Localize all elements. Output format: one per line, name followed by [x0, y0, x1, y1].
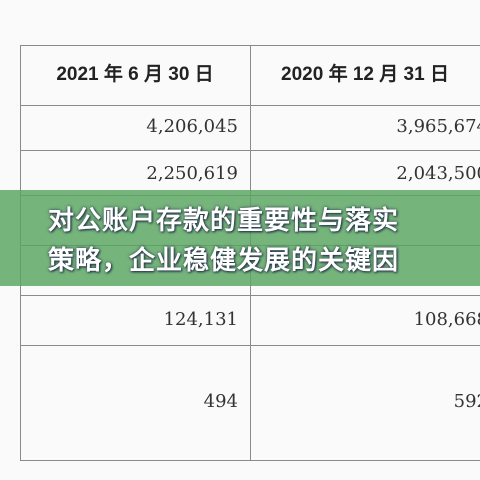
title-banner: 对公账户存款的重要性与落实 策略，企业稳健发展的关键因 — [0, 190, 480, 286]
column-header: 2020 年 12 月 31 日 — [281, 64, 449, 85]
table-cell: 4,206,045 — [146, 116, 238, 137]
table-cell: 3,965,674 — [396, 116, 480, 137]
banner-line: 策略，企业稳健发展的关键因 — [48, 246, 400, 276]
table-cell: 124,131 — [163, 309, 238, 330]
table-cell: 2,043,500 — [396, 163, 480, 184]
table-cell: 494 — [203, 391, 238, 412]
rule — [20, 460, 480, 461]
column-header: 2021 年 6 月 30 日 — [56, 64, 214, 85]
table-cell: 592 — [453, 391, 480, 412]
banner-line: 对公账户存款的重要性与落实 — [48, 206, 400, 236]
table-cell: 2,250,619 — [146, 163, 238, 184]
table-cell: 108,668 — [413, 309, 480, 330]
